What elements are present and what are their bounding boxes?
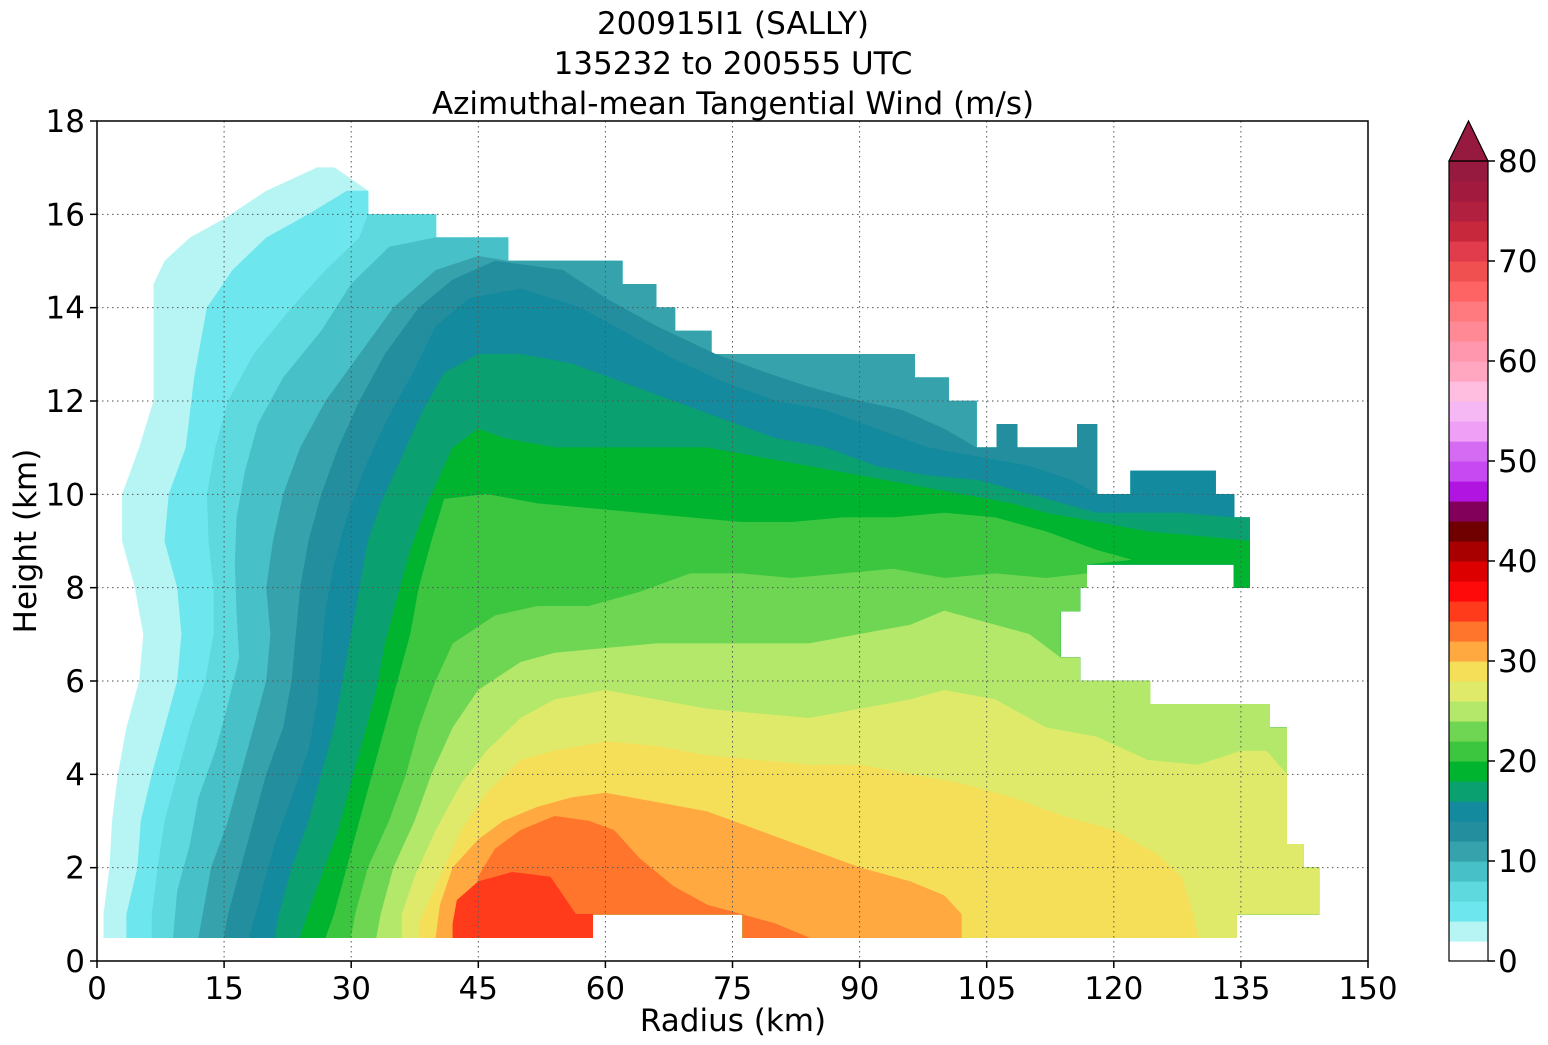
colorbar-segment [1449, 861, 1488, 882]
x-tick-label: 0 [87, 971, 107, 1007]
y-tick-label: 18 [46, 104, 85, 140]
y-axis-label: Height (km) [8, 449, 44, 634]
x-tick-label: 45 [459, 971, 498, 1007]
colorbar-segment [1449, 821, 1488, 842]
colorbar-extend-arrow [1448, 119, 1489, 162]
y-tick-label: 16 [46, 197, 85, 233]
colorbar-tick-label: 20 [1498, 744, 1537, 780]
colorbar-tick-label: 10 [1498, 844, 1537, 880]
x-tick-label: 120 [1084, 971, 1143, 1007]
filled-contours [103, 167, 1320, 939]
colorbar-segment [1449, 301, 1488, 322]
colorbar-segment [1449, 441, 1488, 462]
colorbar-segment [1449, 461, 1488, 482]
x-tick-label: 105 [957, 971, 1016, 1007]
colorbar-tick-label: 70 [1498, 244, 1537, 280]
colorbar-segment [1449, 261, 1488, 282]
y-tick-label: 2 [65, 851, 85, 887]
colorbar-segment [1449, 401, 1488, 422]
colorbar-segment [1449, 281, 1488, 302]
colorbar-segment [1449, 781, 1488, 802]
y-tick-label: 8 [65, 571, 85, 607]
colorbar-tick-label: 30 [1498, 644, 1537, 680]
y-axis-ticks: 0 2 4 6 8 10 12 14 16 18 [46, 104, 97, 980]
colorbar-tick-label: 60 [1498, 344, 1537, 380]
grid-lines [97, 121, 1368, 961]
x-tick-label: 60 [586, 971, 625, 1007]
y-tick-label: 0 [65, 944, 85, 980]
colorbar-segment [1449, 621, 1488, 642]
colorbar-segment [1449, 601, 1488, 622]
colorbar-segment [1449, 201, 1488, 222]
x-axis-ticks: 0 15 30 45 60 75 90 105 120 135 150 [87, 961, 1398, 1007]
colorbar-segment [1449, 161, 1488, 182]
y-tick-label: 6 [65, 664, 85, 700]
x-tick-label: 135 [1211, 971, 1270, 1007]
x-tick-label: 15 [204, 971, 243, 1007]
colorbar-tick-label: 80 [1498, 144, 1537, 180]
chart-title-line-2: 135232 to 200555 UTC [554, 46, 913, 82]
colorbar-segment [1449, 381, 1488, 402]
chart-title-line-1: 200915I1 (SALLY) [597, 6, 869, 42]
colorbar-segment [1449, 801, 1488, 822]
colorbar-segment [1449, 761, 1488, 782]
colorbar-segment [1449, 421, 1488, 442]
colorbar-segment [1449, 901, 1488, 922]
colorbar-segment [1449, 321, 1488, 342]
colorbar-segment [1449, 661, 1488, 682]
colorbar-segment [1449, 681, 1488, 702]
colorbar-segment [1449, 721, 1488, 742]
y-tick-label: 14 [46, 291, 85, 327]
colorbar-segment [1449, 361, 1488, 382]
x-axis-label: Radius (km) [640, 1003, 826, 1039]
colorbar-segment [1449, 881, 1488, 902]
colorbar-segment [1449, 841, 1488, 862]
colorbar-segment [1449, 341, 1488, 362]
contour-band-34 [452, 871, 594, 939]
colorbar-tick-label: 40 [1498, 544, 1537, 580]
colorbar-segment [1449, 701, 1488, 722]
x-tick-label: 90 [840, 971, 879, 1007]
chart-title-line-3: Azimuthal-mean Tangential Wind (m/s) [432, 86, 1034, 122]
colorbar-segment [1449, 541, 1488, 562]
colorbar-tick-label: 0 [1498, 944, 1518, 980]
x-tick-label: 30 [331, 971, 370, 1007]
colorbar-segment [1449, 521, 1488, 542]
colorbar-segment [1449, 921, 1488, 942]
colorbar-tick-label: 50 [1498, 444, 1537, 480]
colorbar-segment [1449, 641, 1488, 662]
colorbar-segment [1449, 221, 1488, 242]
colorbar-segment [1449, 941, 1488, 962]
colorbar-segment [1449, 481, 1488, 502]
colorbar-segment [1449, 501, 1488, 522]
x-tick-label: 150 [1338, 971, 1397, 1007]
y-tick-label: 4 [65, 757, 85, 793]
colorbar-segment [1449, 181, 1488, 202]
y-tick-label: 10 [46, 477, 85, 513]
colorbar-segment [1449, 581, 1488, 602]
y-tick-label: 12 [46, 384, 85, 420]
x-tick-label: 75 [713, 971, 752, 1007]
colorbar-segment [1449, 741, 1488, 762]
colorbar: 0 10 20 30 40 50 60 70 80 [1448, 119, 1537, 980]
colorbar-segment [1449, 241, 1488, 262]
colorbar-segment [1449, 561, 1488, 582]
